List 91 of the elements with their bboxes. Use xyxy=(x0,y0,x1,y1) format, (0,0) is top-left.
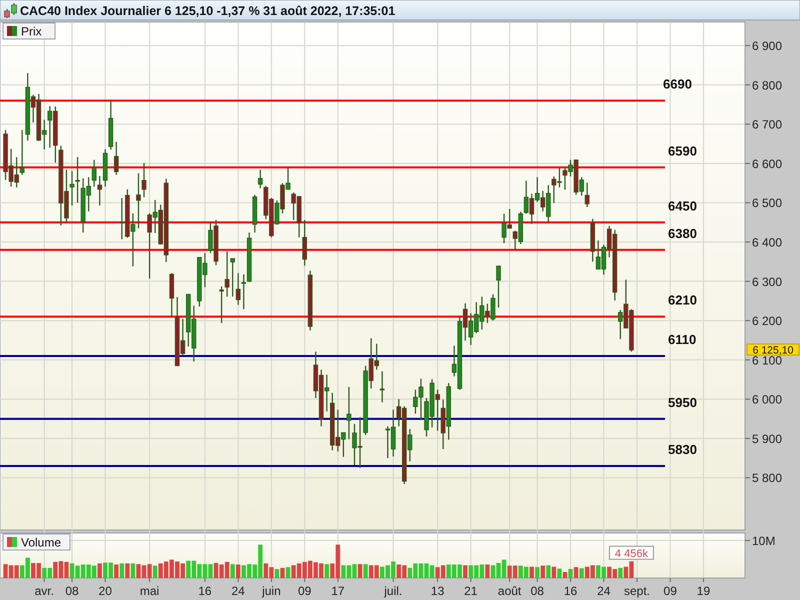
x-tick-label: 08 xyxy=(65,584,79,598)
y-tick-label: 6 300 xyxy=(752,274,782,289)
bar xyxy=(280,568,285,578)
y-tick-label: 6 600 xyxy=(752,156,782,171)
ref-line-label: 6110 xyxy=(668,332,696,347)
x-tick-label: 09 xyxy=(298,584,312,598)
bar xyxy=(574,567,578,578)
x-tick-label: sept. xyxy=(624,584,650,598)
y-tick-label: 10M xyxy=(752,534,776,548)
x-tick-label: 20 xyxy=(98,584,112,598)
bar xyxy=(358,564,362,578)
x-tick-label: 16 xyxy=(198,584,212,598)
y-tick-label: 6 900 xyxy=(752,39,782,54)
chart-title: CAC40 Index Journalier 6 125,10 -1,37 % 31 août 2022, 17:35:01 xyxy=(20,4,396,18)
x-tick-label: août xyxy=(498,584,522,598)
candlestick xyxy=(114,141,119,176)
bar xyxy=(324,564,330,578)
bar xyxy=(618,568,623,578)
bar xyxy=(540,566,546,578)
y-tick-label: 5 900 xyxy=(752,432,782,446)
candlestick xyxy=(496,265,501,308)
bar xyxy=(274,569,280,578)
y-tick-label: 6 800 xyxy=(752,78,782,92)
bar xyxy=(125,563,130,578)
legend-label: Prix xyxy=(21,24,42,38)
candlestick xyxy=(346,386,352,440)
candlestick xyxy=(92,159,97,188)
candlestick xyxy=(584,182,590,208)
legend-label: Volume xyxy=(21,536,62,550)
candlestick xyxy=(236,272,241,306)
y-tick-label: 6 700 xyxy=(752,118,782,132)
bar xyxy=(152,566,158,578)
candlestick xyxy=(75,156,80,204)
candlestick xyxy=(219,286,224,324)
candlestick xyxy=(70,170,74,206)
x-tick-label: 19 xyxy=(696,584,710,598)
bar xyxy=(535,567,540,578)
bar xyxy=(363,564,368,578)
candlestick xyxy=(136,172,141,229)
ref-line-label: 6210 xyxy=(668,292,697,308)
candlestick xyxy=(142,162,146,198)
candlestick xyxy=(380,370,385,403)
candlestick xyxy=(302,219,307,266)
x-tick-label: 13 xyxy=(430,584,445,598)
candlestick xyxy=(258,169,263,189)
candlestick xyxy=(97,175,102,206)
ref-line-label: 6380 xyxy=(668,226,697,241)
y-tick-label: 6 000 xyxy=(752,392,782,407)
bar xyxy=(286,567,290,578)
bar xyxy=(568,569,573,578)
x-tick-label: 24 xyxy=(232,584,246,598)
bar xyxy=(230,564,235,578)
x-tick-label: 16 xyxy=(564,584,578,598)
bar xyxy=(579,568,584,578)
ref-line-label: 5950 xyxy=(668,394,697,410)
x-tick-label: 24 xyxy=(597,584,611,598)
ref-line-label: 6590 xyxy=(668,143,697,158)
candlestick xyxy=(230,258,235,298)
bar xyxy=(485,564,490,578)
bar xyxy=(120,563,124,578)
bar xyxy=(546,565,551,578)
y-tick-label: 6 400 xyxy=(752,236,782,250)
text: 6 125,10 xyxy=(752,344,794,357)
bar xyxy=(130,563,136,578)
x-tick-label: 17 xyxy=(331,584,345,598)
annotation: 6690 xyxy=(663,76,692,92)
candlestick xyxy=(169,272,174,318)
y-tick-label: 6 500 xyxy=(752,196,782,210)
x-tick-label: juin xyxy=(261,584,281,598)
x-tick-label: avr. xyxy=(34,584,54,598)
bar xyxy=(114,564,119,578)
bar xyxy=(98,563,102,578)
bar xyxy=(552,566,556,578)
candlestick xyxy=(20,129,25,176)
ref-line-label: 5830 xyxy=(668,442,697,457)
data-label: 4 456k xyxy=(614,548,648,560)
y-tick-label: 6 200 xyxy=(752,314,782,328)
bar xyxy=(236,564,240,578)
ref-line-label: 6450 xyxy=(668,198,697,214)
candlestick xyxy=(241,274,246,310)
candlestick xyxy=(224,250,230,298)
bar xyxy=(463,565,468,578)
x-tick-label: juil. xyxy=(383,584,402,598)
x-tick-label: 21 xyxy=(464,584,478,598)
bar xyxy=(530,566,534,578)
x-tick-label: 09 xyxy=(664,584,678,598)
y-tick-label: 5 800 xyxy=(752,471,782,486)
x-tick-label: 08 xyxy=(530,584,544,598)
x-tick-label: mai xyxy=(140,584,160,598)
bar xyxy=(557,568,562,578)
bar xyxy=(562,572,568,578)
